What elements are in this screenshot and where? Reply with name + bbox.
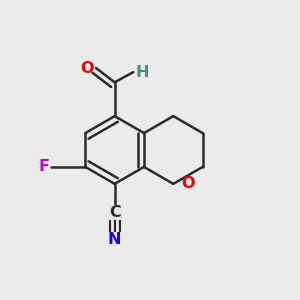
Text: H: H [135,64,148,80]
Text: O: O [80,61,94,76]
Text: F: F [38,159,49,174]
Text: O: O [182,176,195,191]
Text: N: N [108,232,122,247]
Text: C: C [109,205,121,220]
